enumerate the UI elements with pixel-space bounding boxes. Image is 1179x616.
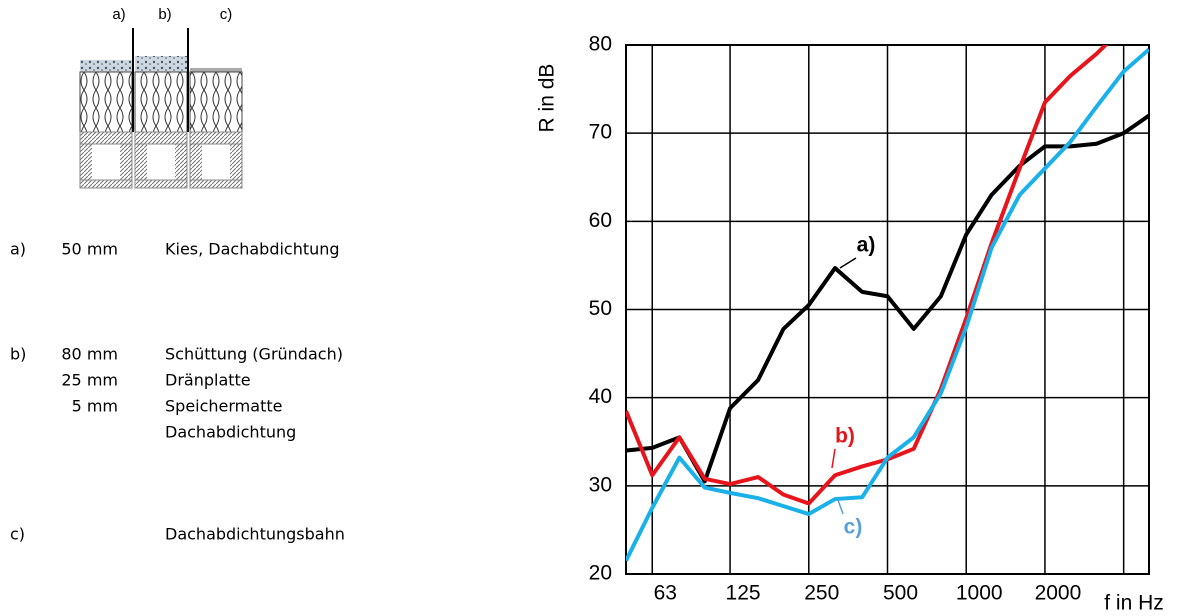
layer-text: Dachabdichtungsbahn <box>165 525 345 544</box>
series-label: c) <box>844 516 863 539</box>
layer-text: Kies, Dachabdichtung <box>165 240 340 259</box>
x-tick-label: 63 <box>654 582 677 605</box>
series-line <box>626 47 1149 562</box>
plot-frame <box>625 44 1150 575</box>
diagram-label: a) <box>112 6 125 23</box>
column-a <box>79 60 133 189</box>
y-tick-label: 70 <box>589 121 612 144</box>
diagram-label: b) <box>158 6 171 23</box>
diagram-label: c) <box>220 6 233 23</box>
annotation-leader <box>839 257 857 269</box>
layer-text: Schüttung (Gründach) <box>165 345 343 364</box>
layer-thickness: 50 mm <box>61 240 118 259</box>
plot-lines <box>626 45 1149 562</box>
layer-text: Dränplatte <box>165 371 251 390</box>
series-line <box>626 113 1149 484</box>
column-b <box>132 28 188 189</box>
series-label: b) <box>835 425 855 448</box>
layer-letter: c) <box>10 525 25 544</box>
annotation-leader <box>837 499 844 515</box>
x-tick-label: 250 <box>804 582 839 605</box>
y-tick-label: 80 <box>589 33 612 56</box>
layer-thickness: 25 mm <box>61 371 118 390</box>
y-tick-label: 60 <box>589 209 612 232</box>
series-label: a) <box>857 234 876 257</box>
x-tick-label: 125 <box>726 582 761 605</box>
x-tick-label: 1000 <box>956 582 1003 605</box>
layer-text: Speichermatte <box>165 397 282 416</box>
y-tick-label: 20 <box>589 562 612 585</box>
x-tick-label: 500 <box>883 582 918 605</box>
layer-thickness: 5 mm <box>72 397 118 416</box>
layer-letter: a) <box>10 240 26 259</box>
layer-letter: b) <box>10 345 26 364</box>
y-tick-label: 30 <box>589 473 612 496</box>
x-tick-label: 2000 <box>1035 582 1082 605</box>
x-axis-label: f in Hz <box>1104 592 1164 615</box>
roof-diagram: a) b) c) <box>79 6 243 189</box>
annotation-leader <box>831 448 836 469</box>
y-axis-label: R in dB <box>536 64 559 133</box>
y-tick-label: 40 <box>589 385 612 408</box>
y-tick-label: 50 <box>589 297 612 320</box>
column-c <box>187 28 243 189</box>
layer-thickness: 80 mm <box>61 345 118 364</box>
layer-text: Dachabdichtung <box>165 423 296 442</box>
